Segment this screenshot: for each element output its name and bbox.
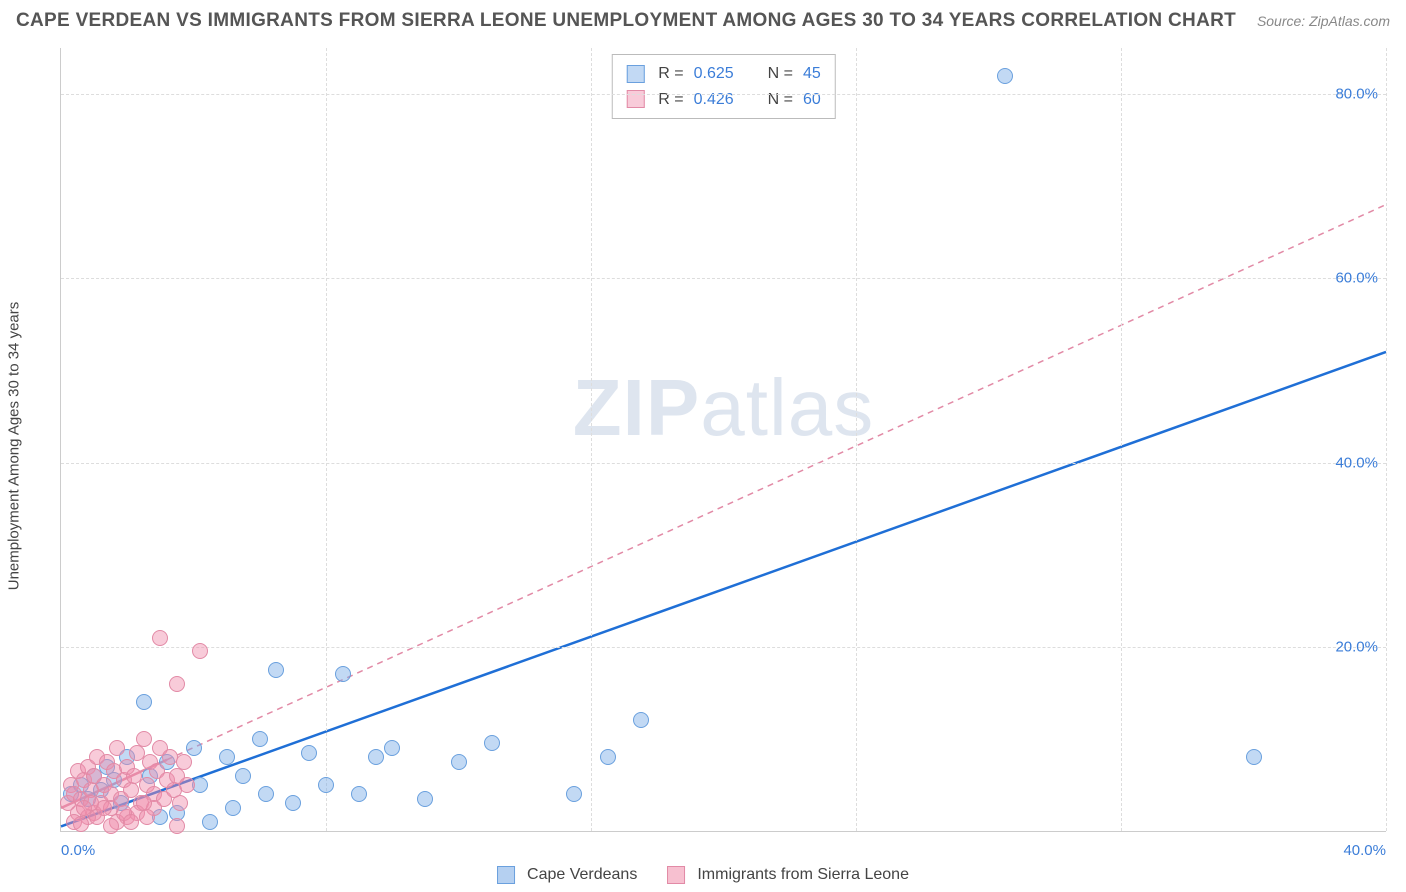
- data-point: [268, 662, 284, 678]
- data-point: [169, 676, 185, 692]
- data-point: [252, 731, 268, 747]
- data-point: [103, 818, 119, 834]
- data-point: [301, 745, 317, 761]
- r-value: 0.625: [694, 61, 744, 87]
- x-tick-label: 40.0%: [1343, 842, 1386, 859]
- y-axis-label: Unemployment Among Ages 30 to 34 years: [6, 302, 23, 591]
- data-point: [136, 731, 152, 747]
- data-point: [136, 694, 152, 710]
- data-point: [172, 795, 188, 811]
- data-point: [417, 791, 433, 807]
- correlation-legend: R = 0.625 N = 45 R = 0.426 N = 60: [611, 54, 835, 119]
- trendlines-layer: [61, 48, 1386, 831]
- gridline-vertical: [1386, 48, 1387, 831]
- r-label: R =: [658, 87, 683, 113]
- data-point: [186, 740, 202, 756]
- series-legend-item: Cape Verdeans: [497, 866, 637, 884]
- data-point: [1246, 749, 1262, 765]
- gridline-vertical: [1121, 48, 1122, 831]
- data-point: [169, 818, 185, 834]
- data-point: [384, 740, 400, 756]
- gridline-vertical: [856, 48, 857, 831]
- data-point: [219, 749, 235, 765]
- n-value: 45: [803, 61, 821, 87]
- data-point: [997, 68, 1013, 84]
- y-tick-label: 80.0%: [1335, 86, 1378, 103]
- data-point: [451, 754, 467, 770]
- y-tick-label: 40.0%: [1335, 454, 1378, 471]
- data-point: [335, 666, 351, 682]
- data-point: [235, 768, 251, 784]
- gridline-vertical: [326, 48, 327, 831]
- y-tick-label: 60.0%: [1335, 270, 1378, 287]
- data-point: [202, 814, 218, 830]
- data-point: [633, 712, 649, 728]
- n-label: N =: [768, 61, 793, 87]
- data-point: [351, 786, 367, 802]
- legend-swatch: [626, 65, 644, 83]
- series-legend-item: Immigrants from Sierra Leone: [667, 866, 909, 884]
- x-tick-label: 0.0%: [61, 842, 95, 859]
- data-point: [139, 809, 155, 825]
- data-point: [152, 630, 168, 646]
- data-point: [76, 800, 92, 816]
- series-legend: Cape Verdeans Immigrants from Sierra Leon…: [497, 866, 909, 884]
- data-point: [368, 749, 384, 765]
- series-legend-label: Cape Verdeans: [527, 866, 637, 884]
- data-point: [600, 749, 616, 765]
- legend-swatch: [497, 866, 515, 884]
- data-point: [484, 735, 500, 751]
- gridline-horizontal: [61, 463, 1386, 464]
- data-point: [258, 786, 274, 802]
- chart-title: CAPE VERDEAN VS IMMIGRANTS FROM SIERRA L…: [16, 10, 1236, 32]
- r-value: 0.426: [694, 87, 744, 113]
- data-point: [123, 814, 139, 830]
- source-attribution: Source: ZipAtlas.com: [1257, 13, 1390, 29]
- data-point: [225, 800, 241, 816]
- r-label: R =: [658, 61, 683, 87]
- data-point: [109, 740, 125, 756]
- n-value: 60: [803, 87, 821, 113]
- correlation-legend-row: R = 0.625 N = 45: [626, 61, 820, 87]
- correlation-legend-row: R = 0.426 N = 60: [626, 87, 820, 113]
- data-point: [179, 777, 195, 793]
- gridline-vertical: [591, 48, 592, 831]
- data-point: [285, 795, 301, 811]
- data-point: [318, 777, 334, 793]
- gridline-horizontal: [61, 94, 1386, 95]
- gridline-horizontal: [61, 647, 1386, 648]
- data-point: [566, 786, 582, 802]
- n-label: N =: [768, 87, 793, 113]
- data-point: [176, 754, 192, 770]
- data-point: [192, 643, 208, 659]
- series-legend-label: Immigrants from Sierra Leone: [697, 866, 909, 884]
- gridline-horizontal: [61, 278, 1386, 279]
- scatter-chart: ZIPatlas R =0.625N =45R =0.426N =60 20.0…: [60, 48, 1386, 832]
- y-tick-label: 20.0%: [1335, 638, 1378, 655]
- data-point: [73, 816, 89, 832]
- legend-swatch: [667, 866, 685, 884]
